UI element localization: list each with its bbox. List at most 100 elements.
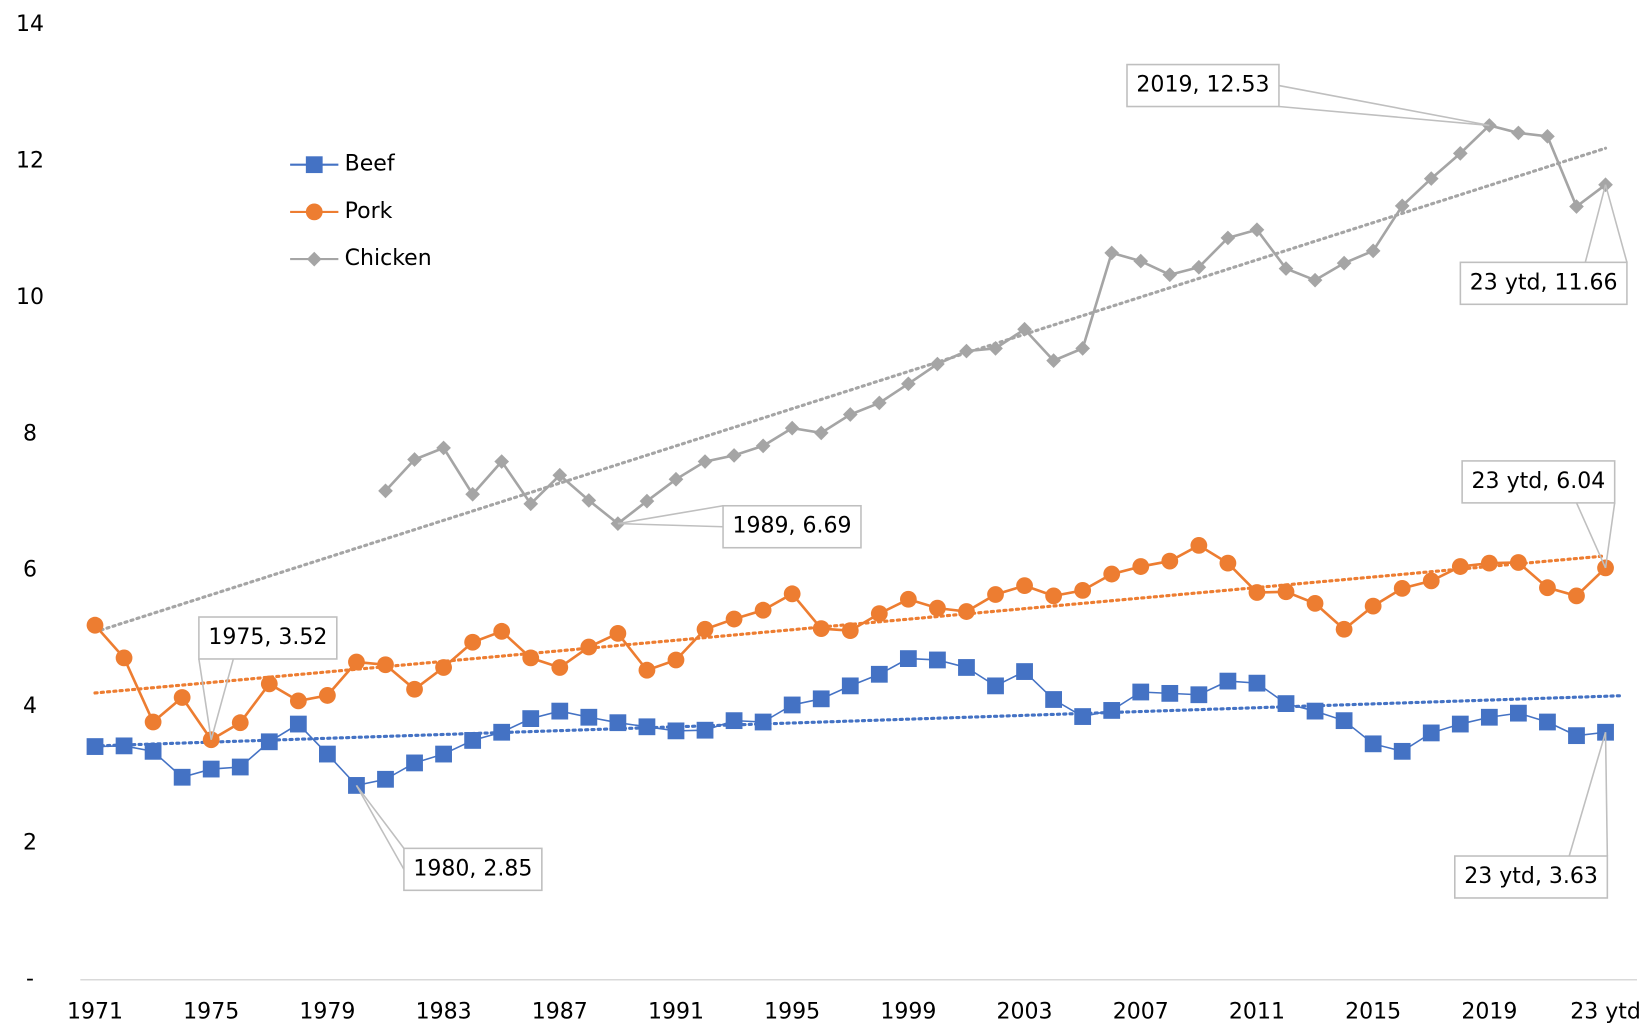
marker xyxy=(1219,672,1237,690)
marker xyxy=(1452,146,1468,161)
marker xyxy=(1511,125,1526,141)
leader-line xyxy=(1278,105,1490,127)
marker xyxy=(841,622,859,640)
leader-line xyxy=(1604,502,1616,569)
marker xyxy=(1132,683,1150,701)
marker xyxy=(1219,554,1237,572)
leader-line xyxy=(1568,732,1607,857)
marker xyxy=(436,440,451,456)
data-label: 2019, 12.53 xyxy=(1136,73,1269,98)
marker xyxy=(783,585,801,603)
leader-line xyxy=(355,785,405,870)
marker xyxy=(871,395,887,411)
legend-label: Pork xyxy=(345,199,393,224)
x-tick-label: 1999 xyxy=(880,999,936,1024)
marker xyxy=(1510,554,1527,571)
y-tick-label: 12 xyxy=(16,149,44,174)
marker xyxy=(1335,620,1353,638)
x-tick-label: 1987 xyxy=(532,999,588,1024)
label-box xyxy=(403,847,543,892)
marker xyxy=(1540,128,1555,144)
marker xyxy=(1074,708,1092,725)
marker xyxy=(1480,708,1498,726)
marker xyxy=(144,742,162,760)
marker xyxy=(1277,583,1295,601)
marker xyxy=(1016,663,1033,680)
marker xyxy=(1423,171,1439,186)
marker xyxy=(1306,702,1324,720)
data-label: 1980, 2.85 xyxy=(413,856,532,881)
leader-line xyxy=(1604,184,1628,263)
marker xyxy=(406,680,423,698)
marker xyxy=(260,675,278,693)
marker xyxy=(901,376,916,392)
marker xyxy=(319,745,336,763)
label-box xyxy=(1126,63,1280,108)
marker xyxy=(959,343,974,359)
marker xyxy=(842,407,858,422)
marker xyxy=(289,692,307,710)
marker xyxy=(406,754,423,772)
marker xyxy=(1480,554,1498,572)
leader-line xyxy=(617,504,724,525)
marker xyxy=(988,341,1003,356)
y-tick-label: 6 xyxy=(23,558,37,583)
marker xyxy=(667,651,685,669)
x-tick-label: 1995 xyxy=(764,999,820,1024)
x-tick-label: 1975 xyxy=(183,999,239,1024)
marker xyxy=(1539,713,1556,731)
marker xyxy=(551,659,569,676)
marker xyxy=(696,721,714,739)
marker xyxy=(958,603,975,620)
marker xyxy=(144,713,162,731)
marker xyxy=(580,638,598,656)
label-box xyxy=(198,616,338,660)
marker xyxy=(725,712,743,730)
marker xyxy=(464,633,482,651)
marker xyxy=(1569,199,1584,214)
marker xyxy=(668,471,684,487)
marker xyxy=(305,203,323,221)
marker xyxy=(1393,742,1411,760)
marker xyxy=(1422,724,1440,742)
marker xyxy=(435,659,452,676)
marker xyxy=(1568,587,1585,605)
marker xyxy=(377,656,394,674)
marker xyxy=(465,486,480,502)
marker xyxy=(899,590,917,608)
y-tick-label: 10 xyxy=(16,285,44,310)
marker xyxy=(987,677,1004,695)
marker xyxy=(754,601,772,619)
legend-label: Chicken xyxy=(345,246,432,271)
series-line xyxy=(384,123,1607,526)
marker xyxy=(1249,222,1265,238)
leader-line xyxy=(1575,502,1607,569)
marker xyxy=(1510,704,1527,722)
label-box xyxy=(1459,261,1628,306)
marker xyxy=(348,653,365,671)
trendline xyxy=(93,146,1608,634)
marker xyxy=(173,768,191,786)
leader-line xyxy=(210,658,235,740)
x-tick-label: 1991 xyxy=(648,999,704,1024)
marker xyxy=(958,659,975,676)
marker xyxy=(231,758,249,776)
x-tick-label: 23 ytd xyxy=(1570,999,1641,1024)
marker xyxy=(86,616,104,634)
marker xyxy=(552,467,568,483)
marker xyxy=(115,737,133,755)
marker xyxy=(435,745,452,763)
marker xyxy=(260,733,278,751)
marker xyxy=(1451,715,1469,733)
marker xyxy=(1307,272,1323,288)
marker xyxy=(755,438,771,454)
marker xyxy=(1248,674,1266,692)
marker xyxy=(581,493,597,508)
label-box xyxy=(1453,855,1609,899)
y-tick-label: 4 xyxy=(23,694,37,719)
y-tick-label: 2 xyxy=(23,830,37,855)
x-tick-label: 2011 xyxy=(1229,999,1285,1024)
marker xyxy=(1103,565,1121,583)
marker xyxy=(1393,579,1411,597)
